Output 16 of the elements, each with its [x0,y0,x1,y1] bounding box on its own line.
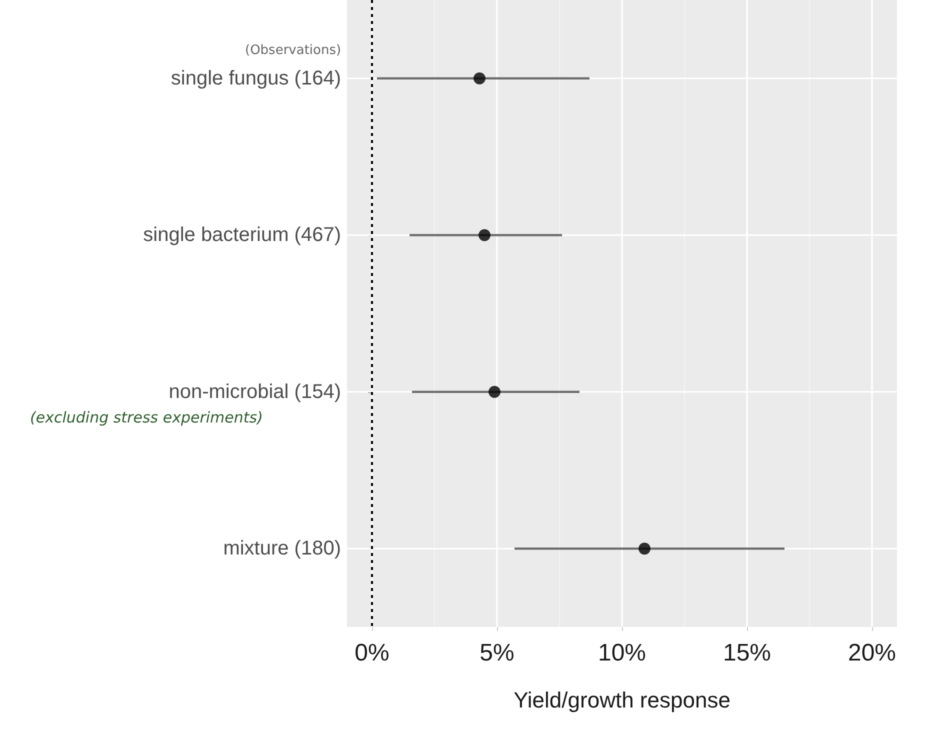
y-tick-label: mixture (180) [223,538,341,560]
x-tick-label: 15% [722,640,772,666]
x-tick-label: 0% [354,640,390,666]
x-tick-label: 5% [480,640,514,666]
point [474,72,486,84]
x-axis-title: Yield/growth response [514,688,730,712]
point [488,386,500,398]
text: (Observations) [245,43,342,58]
y-tick-label: single bacterium (467) [143,224,341,246]
y-tick-label: non-microbial (154) [168,380,341,403]
point [638,542,650,555]
text: (excluding stress experiments) [30,408,263,426]
y-tick-label: single fungus (164) [170,67,341,90]
x-tick-label: 10% [598,640,646,666]
point [478,229,490,242]
x-tick-label: 20% [848,640,896,666]
